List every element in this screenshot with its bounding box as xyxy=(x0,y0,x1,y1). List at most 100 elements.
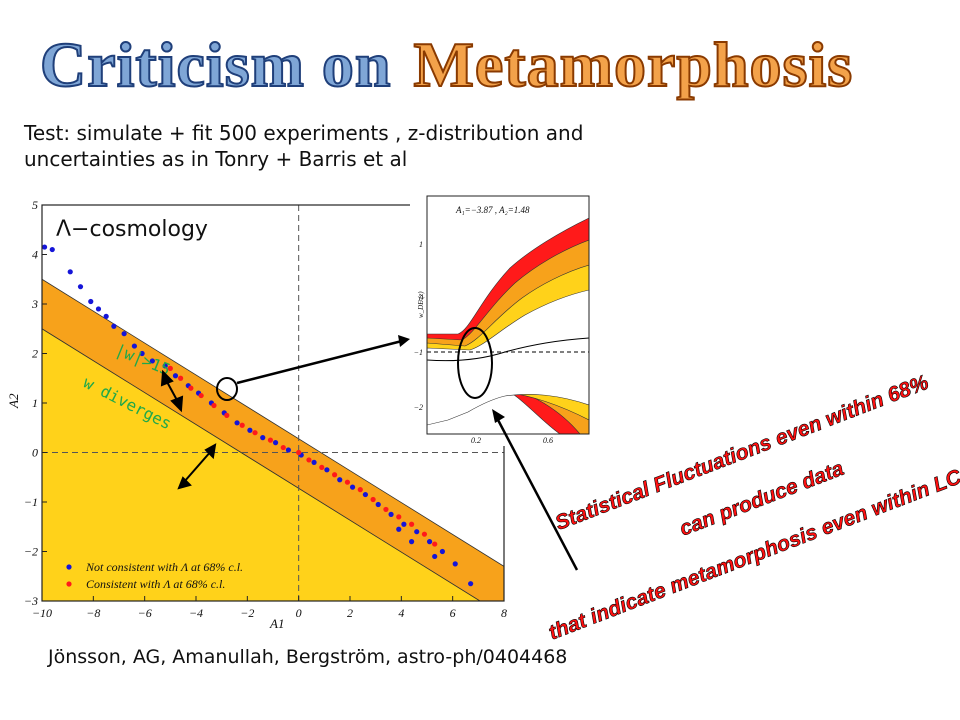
blue-point-1 xyxy=(49,246,55,253)
x-tick-label-0: −10 xyxy=(32,606,52,620)
red-point-19 xyxy=(409,521,415,527)
arrow-to-inset xyxy=(236,335,410,385)
blue-point-25 xyxy=(324,467,330,473)
blue-point-2 xyxy=(67,269,73,275)
blue-point-12 xyxy=(162,363,168,369)
legend-blue-label: Not consistent with Λ at 68% c.l. xyxy=(85,560,243,574)
y-tick-label-7: 4 xyxy=(32,248,38,262)
inset-y-tick-label-0: 1 xyxy=(419,240,423,249)
title-part-metamorphosis: Metamorphosis xyxy=(413,28,854,101)
red-point-15 xyxy=(357,487,363,493)
blue-point-38 xyxy=(409,539,415,545)
arrow-to-inset-ellipse xyxy=(492,409,579,571)
blue-point-13 xyxy=(172,373,179,379)
x-tick-label-3: −4 xyxy=(189,606,203,620)
inset-x-tick-label-0: 0.2 xyxy=(471,436,481,445)
blue-point-29 xyxy=(375,501,381,508)
y-tick-labels: −3 −2 −1 0 1 2 3 4 5 xyxy=(24,198,47,608)
blue-point-20 xyxy=(260,435,266,441)
red-point-21 xyxy=(432,541,438,547)
x-tick-label-2: −6 xyxy=(138,606,152,620)
red-point-4 xyxy=(211,402,217,409)
y-tick-label-8: 5 xyxy=(32,198,38,212)
blue-point-32 xyxy=(414,529,420,535)
red-point-0 xyxy=(167,365,173,371)
red-point-9 xyxy=(280,444,286,451)
y-tick-label-1: −2 xyxy=(24,545,38,559)
blue-point-6 xyxy=(103,313,109,319)
blue-point-5 xyxy=(95,306,102,312)
blue-point-34 xyxy=(439,548,445,555)
blue-point-36 xyxy=(468,581,474,587)
blue-point-4 xyxy=(88,298,94,305)
y-tick-label-5: 2 xyxy=(32,347,38,361)
x-tick-label-1: −8 xyxy=(86,606,100,620)
red-point-3 xyxy=(198,392,204,399)
highlight-ellipse xyxy=(216,377,238,401)
red-point-14 xyxy=(344,479,351,485)
inset-highlight-ellipse xyxy=(457,327,493,399)
blue-point-26 xyxy=(337,477,343,483)
inset-y-tick-label-1: 0 xyxy=(419,294,423,303)
blue-point-33 xyxy=(426,539,433,545)
subtitle-line-2: uncertainties as in Tonry + Barris et al xyxy=(24,147,408,171)
red-point-2 xyxy=(188,385,194,391)
lambda-cosmology-label: Λ−cosmology xyxy=(56,217,208,242)
lambda-label-box xyxy=(52,212,230,242)
blue-point-31 xyxy=(401,521,407,527)
red-point-13 xyxy=(332,472,338,478)
subtitle: Test: simulate + fit 500 experiments , z… xyxy=(24,120,664,172)
title-part-criticism: Criticism on xyxy=(39,28,392,101)
x-tick-label-4: −2 xyxy=(240,606,254,620)
y-tick-label-6: 3 xyxy=(31,297,38,311)
band-width-arrow xyxy=(160,369,184,413)
red-point-7 xyxy=(252,430,258,436)
blue-point-19 xyxy=(247,427,253,433)
blue-point-37 xyxy=(396,526,402,532)
x-tick-labels: −10 −8 −6 −4 −2 0 2 4 6 8 xyxy=(32,596,507,620)
red-point-12 xyxy=(319,464,325,470)
x-tick-label-5: 0 xyxy=(296,606,302,620)
x-axis-label: A1 xyxy=(269,616,284,631)
blue-point-11 xyxy=(149,358,155,364)
inset-x-tick-labels: 0.2 0.6 xyxy=(471,436,553,445)
series-blue-points xyxy=(42,244,474,587)
y-tick-label-2: −1 xyxy=(24,495,38,509)
blue-point-7 xyxy=(111,323,117,329)
inset-parameter-annotation: A₁=−3.87 , A₂=1.48 xyxy=(455,205,530,215)
blue-point-22 xyxy=(285,447,291,453)
y-tick-label-0: −3 xyxy=(24,594,38,608)
blue-point-10 xyxy=(139,350,145,357)
y-tick-label-3: 0 xyxy=(32,446,38,460)
red-point-5 xyxy=(224,412,230,418)
inset-y-axis-label: w_DE (z) xyxy=(417,291,425,318)
red-point-17 xyxy=(383,506,389,513)
legend-red-marker xyxy=(66,581,72,587)
y-tick-label-4: 1 xyxy=(32,396,38,410)
x-tick-label-6: 2 xyxy=(347,606,353,620)
legend-red-label: Consistent with Λ at 68% c.l. xyxy=(86,577,225,591)
blue-point-3 xyxy=(77,284,84,290)
x-tick-label-8: 6 xyxy=(450,606,456,620)
red-point-10 xyxy=(296,449,302,456)
inset-frame xyxy=(426,195,590,435)
blue-point-24 xyxy=(311,459,317,465)
y-axis-label: A2 xyxy=(6,393,21,409)
blue-point-21 xyxy=(272,440,279,446)
statement-line-3: that indicate metamorphosis even within … xyxy=(546,453,960,644)
red-point-18 xyxy=(396,514,402,520)
blue-point-18 xyxy=(234,420,240,426)
blue-point-28 xyxy=(362,491,368,498)
blue-point-8 xyxy=(121,331,127,337)
subtitle-line-1: Test: simulate + fit 500 experiments , z… xyxy=(24,121,584,145)
citation-credit: Jönsson, AG, Amanullah, Bergström, astro… xyxy=(48,646,568,668)
red-point-11 xyxy=(306,457,312,463)
legend-blue-marker xyxy=(66,564,72,570)
x-tick-label-9: 8 xyxy=(501,606,507,620)
inset-y-tick-label-3: −2 xyxy=(414,403,423,412)
blue-point-27 xyxy=(349,484,356,490)
red-point-20 xyxy=(421,531,428,537)
red-point-6 xyxy=(239,422,245,428)
red-point-16 xyxy=(370,496,376,503)
